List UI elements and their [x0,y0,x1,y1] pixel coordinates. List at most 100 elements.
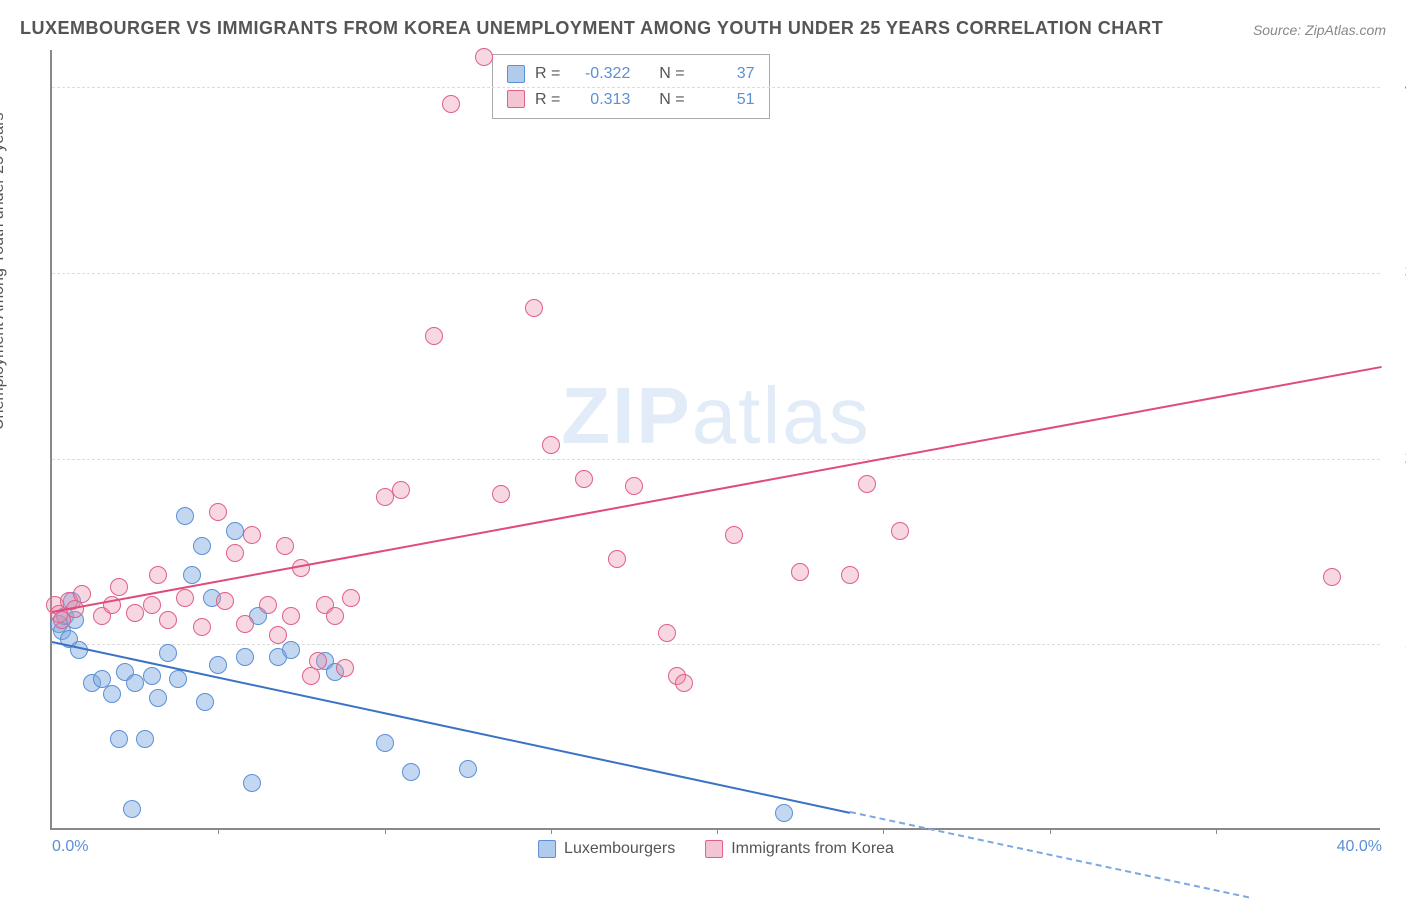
swatch-pink-icon [705,840,723,858]
x-tick-label: 0.0% [52,838,88,856]
r-label: R = [535,61,560,87]
n-label: N = [659,61,684,87]
gridline [52,459,1380,460]
data-point [110,578,128,596]
data-point [858,475,876,493]
watermark-thin: atlas [692,371,871,460]
data-point [342,589,360,607]
gridline [52,644,1380,645]
data-point [282,641,300,659]
n-value-blue: 37 [695,61,755,87]
x-minor-tick [1050,828,1051,834]
swatch-pink [507,90,525,108]
data-point [658,624,676,642]
swatch-blue-icon [538,840,556,858]
data-point [442,95,460,113]
r-value-pink: 0.313 [570,87,630,113]
data-point [159,611,177,629]
data-point [176,507,194,525]
n-label: N = [659,87,684,113]
data-point [282,607,300,625]
gridline [52,87,1380,88]
data-point [143,667,161,685]
data-point [149,566,167,584]
legend-row-blue: R = -0.322 N = 37 [507,61,755,87]
n-value-pink: 51 [695,87,755,113]
data-point [542,436,560,454]
data-point [459,760,477,778]
source-value: ZipAtlas.com [1305,22,1386,38]
swatch-blue [507,65,525,83]
data-point [775,804,793,822]
data-point [392,481,410,499]
data-point [136,730,154,748]
trend-line [52,366,1382,613]
data-point [309,652,327,670]
legend-row-pink: R = 0.313 N = 51 [507,87,755,113]
data-point [425,327,443,345]
data-point [575,470,593,488]
data-point [103,685,121,703]
trend-line [52,641,850,814]
r-label: R = [535,87,560,113]
source-label: Source: [1253,22,1301,38]
data-point [243,774,261,792]
data-point [126,604,144,622]
data-point [126,674,144,692]
watermark: ZIPatlas [561,370,870,462]
data-point [193,618,211,636]
gridline [52,273,1380,274]
x-minor-tick [218,828,219,834]
data-point [891,522,909,540]
data-point [492,485,510,503]
x-tick-label: 40.0% [1337,838,1382,856]
data-point [196,693,214,711]
x-minor-tick [385,828,386,834]
chart-title: LUXEMBOURGER VS IMMIGRANTS FROM KOREA UN… [20,18,1163,39]
data-point [176,589,194,607]
data-point [216,592,234,610]
trend-line-dashed [850,811,1249,898]
data-point [276,537,294,555]
data-point [336,659,354,677]
legend-label-pink: Immigrants from Korea [731,840,894,858]
data-point [143,596,161,614]
plot-area: ZIPatlas R = -0.322 N = 37 R = 0.313 N =… [50,50,1380,830]
data-point [149,689,167,707]
data-point [841,566,859,584]
data-point [236,648,254,666]
data-point [376,488,394,506]
data-point [226,522,244,540]
data-point [625,477,643,495]
data-point [110,730,128,748]
data-point [209,503,227,521]
data-point [159,644,177,662]
data-point [376,734,394,752]
data-point [183,566,201,584]
series-legend: Luxembourgers Immigrants from Korea [538,840,894,858]
data-point [73,585,91,603]
legend-label-blue: Luxembourgers [564,840,675,858]
source-attribution: Source: ZipAtlas.com [1253,22,1386,38]
data-point [169,670,187,688]
data-point [193,537,211,555]
chart-container: LUXEMBOURGER VS IMMIGRANTS FROM KOREA UN… [0,0,1406,892]
data-point [123,800,141,818]
y-axis-label: Unemployment Among Youth under 25 years [0,112,8,430]
data-point [209,656,227,674]
x-minor-tick [551,828,552,834]
r-value-blue: -0.322 [570,61,630,87]
data-point [226,544,244,562]
x-minor-tick [1216,828,1217,834]
data-point [269,626,287,644]
legend-item-pink: Immigrants from Korea [705,840,894,858]
data-point [236,615,254,633]
x-minor-tick [717,828,718,834]
data-point [475,48,493,66]
data-point [326,607,344,625]
data-point [259,596,277,614]
legend-item-blue: Luxembourgers [538,840,675,858]
data-point [402,763,420,781]
data-point [243,526,261,544]
data-point [791,563,809,581]
